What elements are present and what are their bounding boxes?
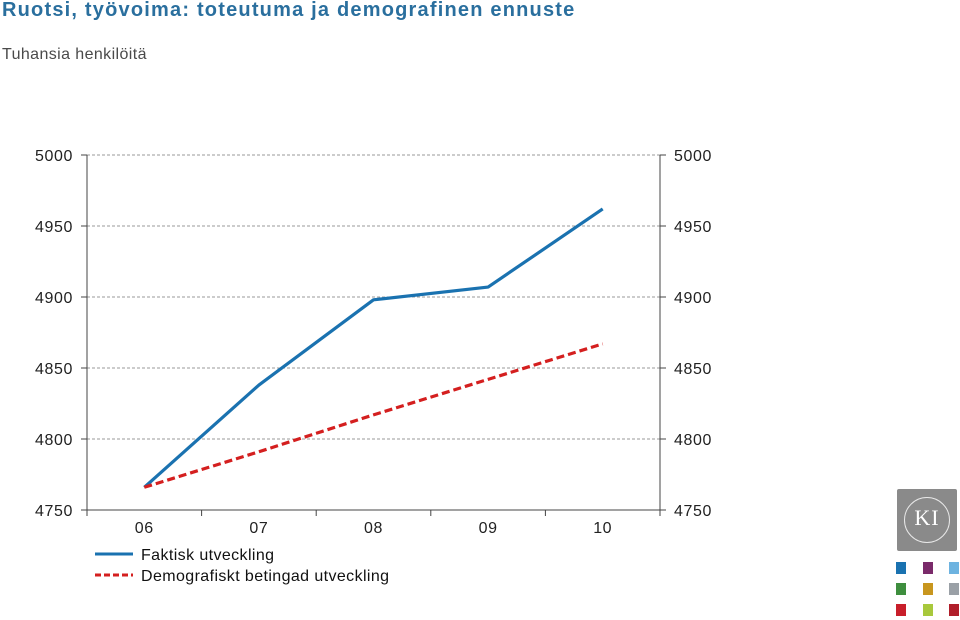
y-tick-label-right: 4800 [674,432,712,449]
logo-ring [904,497,950,543]
y-tick-label-left: 4950 [35,219,73,236]
series-line-demografiskt [143,342,604,489]
y-tick-label-right: 4850 [674,361,712,378]
x-tick-label: 07 [249,520,268,537]
x-tick-label: 10 [593,520,612,537]
series-line-faktisk [143,207,604,489]
y-tick-label-left: 4750 [35,503,73,520]
y-tick-label-right: 4900 [674,290,712,307]
logo-swatch [923,604,933,616]
logo-swatch [896,604,906,616]
chart-subtitle: Tuhansia henkilöitä [2,46,147,63]
logo-color-swatches [896,560,960,620]
ki-logo: KI [897,489,957,551]
x-tick-label: 09 [479,520,498,537]
y-tick-label-right: 4950 [674,219,712,236]
chart-title: Ruotsi, työvoima: toteutuma ja demografi… [2,0,576,21]
logo-swatch [896,562,906,574]
y-tick-label-left: 5000 [35,148,73,165]
logo-swatch [923,583,933,595]
logo-swatch [949,562,959,574]
logo-text: KI [914,505,940,530]
y-tick-label-left: 4900 [35,290,73,307]
logo-swatch [949,583,959,595]
y-tick-label-left: 4800 [35,432,73,449]
y-tick-label-left: 4850 [35,361,73,378]
legend-label: Demografiskt betingad utveckling [141,568,389,585]
logo-swatch [949,604,959,616]
legend-label: Faktisk utveckling [141,547,274,564]
x-tick-label: 06 [135,520,154,537]
y-tick-label-right: 5000 [674,148,712,165]
logo-swatch [896,583,906,595]
logo-swatch [923,562,933,574]
y-tick-label-right: 4750 [674,503,712,520]
x-tick-label: 08 [364,520,383,537]
